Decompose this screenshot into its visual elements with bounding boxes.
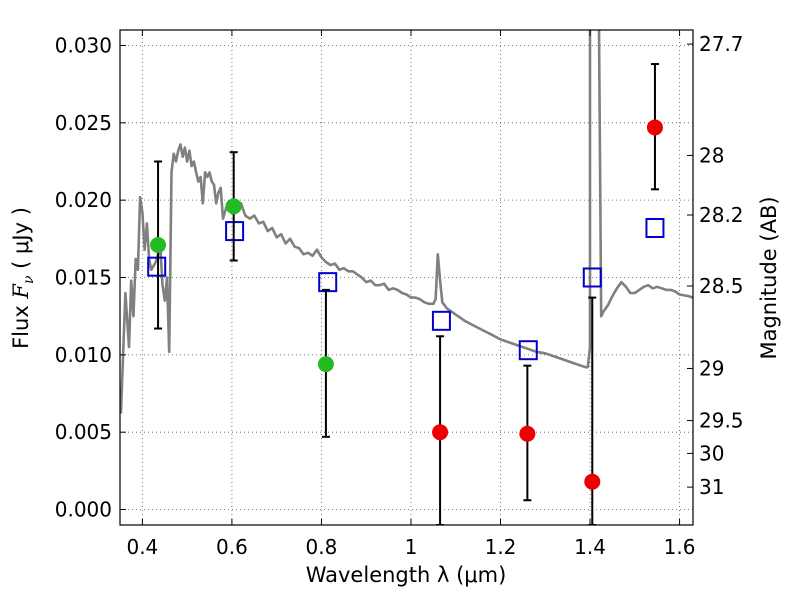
right-tick-label: 30 xyxy=(699,441,724,465)
right-tick-label: 29.5 xyxy=(699,409,744,433)
model-flux-square xyxy=(645,218,665,238)
green-flux-point xyxy=(225,198,242,215)
data-layer xyxy=(120,30,693,525)
model-flux-square xyxy=(518,340,538,361)
x-tick-label: 1.4 xyxy=(574,535,606,559)
right-tick-label: 29 xyxy=(699,356,724,380)
y-tick-label: 0.020 xyxy=(55,188,112,212)
y-axis-label-subscript: ν xyxy=(21,275,37,284)
right-tick-label: 28.2 xyxy=(699,203,744,227)
x-tick-label: 0.4 xyxy=(126,535,158,559)
y-axis-label: Flux Fν ( μJy ) xyxy=(9,207,37,349)
red-flux-point xyxy=(584,473,601,490)
y-tick-label: 0.015 xyxy=(55,266,112,290)
x-axis-label: Wavelength λ (μm) xyxy=(306,563,507,587)
model-flux-square xyxy=(318,272,338,293)
y-axis-label-unit: ( μJy ) xyxy=(9,207,33,275)
model-spectrum-line xyxy=(120,30,693,414)
model-flux-square xyxy=(147,256,167,277)
red-flux-point xyxy=(519,425,536,442)
x-tick-label: 0.6 xyxy=(216,535,248,559)
right-tick-label: 28 xyxy=(699,143,724,167)
y-axis-label-symbol: F xyxy=(9,283,33,300)
right-axis-label: Magnitude (AB) xyxy=(757,196,781,359)
right-tick-label: 27.7 xyxy=(699,32,744,56)
y-axis-label-prefix: Flux xyxy=(9,299,33,349)
tick-labels: 0.4 0.6 0.8 1 1.2 1.4 1.6 0.000 0.005 0.010 0.015 0… xyxy=(55,32,744,559)
tick-marks xyxy=(120,30,693,525)
grid-lines xyxy=(120,30,693,525)
model-flux-square xyxy=(582,267,602,288)
right-tick-label: 28.5 xyxy=(699,274,744,298)
y-tick-label: 0.025 xyxy=(55,111,112,135)
x-tick-label: 0.8 xyxy=(306,535,338,559)
x-tick-label: 1.2 xyxy=(485,535,517,559)
y-tick-label: 0.005 xyxy=(55,420,112,444)
red-flux-point xyxy=(646,119,663,136)
y-tick-label: 0.000 xyxy=(55,498,112,522)
x-tick-label: 1.6 xyxy=(664,535,696,559)
green-flux-point xyxy=(317,356,334,373)
y-tick-label: 0.010 xyxy=(55,343,112,367)
red-flux-point xyxy=(432,424,449,441)
x-tick-label: 1 xyxy=(405,535,418,559)
y-tick-label: 0.030 xyxy=(55,33,112,57)
right-tick-label: 31 xyxy=(699,475,724,499)
green-flux-point xyxy=(150,237,167,254)
model-flux-square xyxy=(431,310,451,331)
